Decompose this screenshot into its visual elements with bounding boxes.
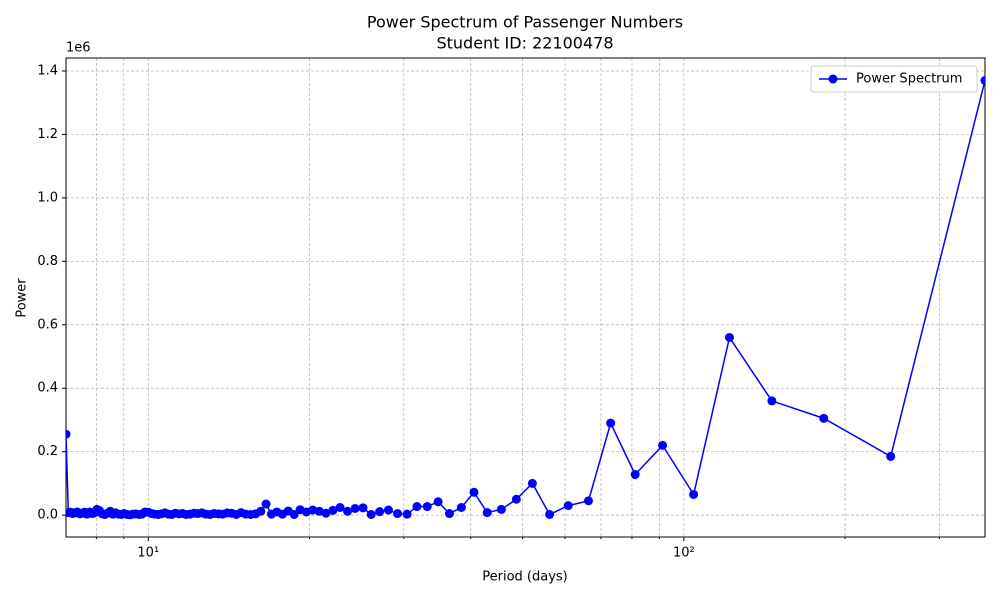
marker (295, 505, 305, 515)
plot-frame (65, 57, 986, 538)
marker (630, 470, 640, 480)
y-tick-label: 0.2 (37, 444, 58, 459)
marker (328, 505, 338, 515)
marker (335, 502, 345, 512)
legend-marker (828, 74, 838, 84)
marker (545, 509, 555, 519)
line (66, 80, 985, 516)
x-axis-label: Period (days) (482, 570, 568, 585)
legend-box (810, 65, 978, 93)
y-tick-label: 0.0 (37, 508, 58, 523)
marker (422, 502, 432, 512)
marker (66, 429, 71, 439)
marker (886, 451, 896, 461)
marker (469, 487, 479, 497)
marker (66, 508, 73, 518)
marker (358, 503, 368, 513)
marker (724, 332, 734, 342)
marker (350, 503, 360, 513)
marker (511, 494, 521, 504)
marker (383, 505, 393, 515)
marker (343, 506, 353, 516)
x-tick-label: 10¹ (137, 546, 159, 561)
marker (366, 509, 376, 519)
marker (606, 418, 616, 428)
marker (456, 502, 466, 512)
marker (583, 496, 593, 506)
y-tick-label: 0.8 (37, 254, 58, 269)
marker (527, 478, 537, 488)
marker (819, 413, 829, 423)
chart-title: Power Spectrum of Passenger Numbers (367, 13, 683, 32)
y-tick-label: 1.0 (37, 190, 58, 205)
marker (980, 76, 985, 86)
marker (444, 509, 454, 519)
y-tick-label: 1.4 (37, 64, 58, 79)
marker (689, 489, 699, 499)
y-offset-label: 1e6 (66, 41, 91, 56)
marker (266, 509, 276, 519)
grid (66, 58, 985, 537)
y-tick-label: 0.4 (37, 381, 58, 396)
chart-subtitle: Student ID: 22100478 (436, 34, 613, 53)
marker (393, 509, 403, 519)
y-tick-label: 1.2 (37, 127, 58, 142)
marker (496, 504, 506, 514)
marker (433, 497, 443, 507)
marker (563, 501, 573, 511)
marker (767, 396, 777, 406)
marker (375, 507, 385, 517)
x-tick-label: 10² (673, 546, 695, 561)
y-axis-label: Power (15, 278, 30, 318)
marker (482, 508, 492, 518)
marker (402, 509, 412, 519)
series-group (66, 76, 985, 520)
marker (412, 502, 422, 512)
legend-label: Power Spectrum (856, 72, 962, 87)
marker (261, 499, 271, 509)
marker (658, 440, 668, 450)
y-tick-label: 0.6 (37, 317, 58, 332)
